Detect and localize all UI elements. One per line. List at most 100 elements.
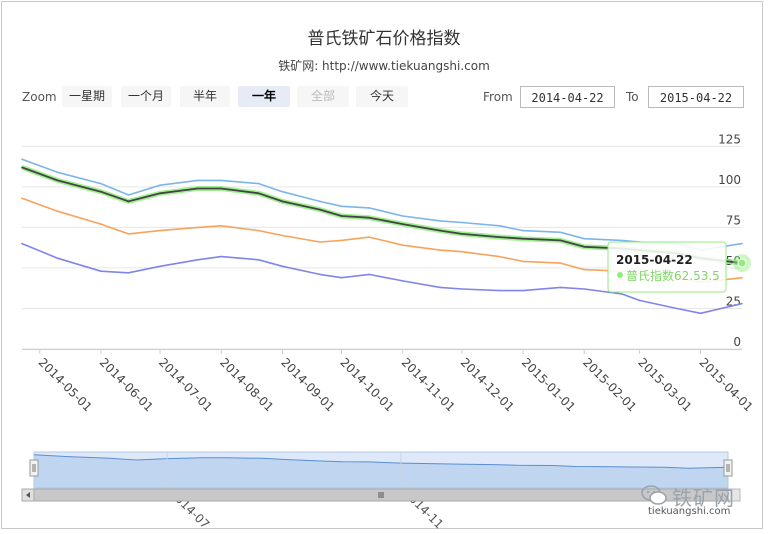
data-point-0-1 [56, 171, 59, 174]
x-tick-label: 2014-12-01 [458, 355, 517, 414]
data-point-1-0 [21, 166, 23, 169]
from-label: From [483, 90, 513, 104]
arrow-left-icon [26, 492, 30, 498]
data-point-0-5 [196, 179, 199, 182]
zoom-button-month[interactable]: 一个月 [121, 86, 171, 107]
x-tick-label: 2014-07-01 [156, 355, 215, 414]
tooltip-value: 62.53.5 [674, 269, 720, 283]
to-date-input[interactable]: 2015-04-22 [648, 86, 744, 108]
data-point-3-15 [498, 289, 501, 292]
data-point-1-6 [220, 187, 222, 190]
to-label: To [626, 90, 639, 104]
zoom-label: Zoom [22, 90, 57, 104]
tooltip: 2015-04-22 普氏指数 62.53.5 [607, 241, 727, 293]
data-point-0-8 [281, 190, 284, 193]
data-point-3-10 [340, 276, 343, 279]
data-point-2-9 [319, 241, 321, 243]
data-point-3-11 [368, 273, 371, 276]
data-point-2-10 [340, 239, 343, 242]
navigator-handle-left[interactable] [29, 459, 39, 477]
data-point-3-2 [100, 270, 102, 273]
data-point-1-15 [498, 236, 501, 238]
navigator-handle-right[interactable] [723, 459, 733, 477]
data-point-0-9 [319, 200, 321, 203]
data-point-0-23 [741, 242, 743, 245]
x-tick-label: 2014-09-01 [278, 355, 337, 414]
data-point-3-16 [522, 289, 524, 292]
data-point-1-12 [401, 223, 404, 225]
tooltip-series: 普氏指数 [626, 268, 674, 283]
data-point-0-17 [559, 231, 562, 234]
x-tick-label: 2015-04-01 [696, 355, 755, 414]
data-point-2-5 [196, 226, 199, 229]
data-point-3-21 [676, 307, 678, 310]
zoom-button-year[interactable]: 一年 [238, 86, 290, 107]
zoom-button-all[interactable]: 全部 [297, 86, 349, 107]
tooltip-marker [617, 272, 623, 278]
data-point-1-5 [196, 187, 199, 190]
data-point-2-2 [100, 223, 102, 225]
x-tick-label: 2015-01-01 [519, 355, 578, 414]
data-point-0-11 [368, 207, 371, 209]
data-point-1-3 [127, 200, 130, 203]
x-tick-label: 2014-05-01 [36, 355, 95, 414]
data-point-2-13 [439, 249, 442, 251]
data-point-2-16 [522, 260, 524, 263]
data-point-2-17 [559, 262, 562, 264]
data-point-0-10 [340, 205, 343, 208]
data-point-3-7 [257, 259, 260, 261]
data-point-2-23 [741, 276, 743, 279]
data-point-0-3 [127, 194, 130, 196]
data-point-0-2 [100, 182, 102, 185]
series-line-3 [21, 242, 743, 315]
data-point-2-6 [220, 225, 222, 227]
data-point-2-15 [498, 255, 501, 258]
data-point-3-0 [21, 242, 23, 245]
data-point-0-0 [21, 158, 23, 161]
x-tick-label: 2014-10-01 [337, 355, 396, 414]
data-point-3-18 [583, 288, 585, 290]
data-point-0-14 [461, 221, 463, 224]
zoom-button-half-year[interactable]: 半年 [180, 86, 230, 107]
data-point-2-8 [281, 234, 284, 237]
data-point-1-13 [439, 229, 442, 232]
data-point-3-23 [741, 302, 743, 305]
data-point-3-19 [620, 293, 623, 295]
data-point-0-7 [257, 182, 260, 185]
data-point-1-16 [522, 237, 524, 240]
x-axis-labels: 2014-05-01 2014-06-01 2014-07-01 2014-08-01… [36, 349, 756, 414]
data-point-1-9 [319, 208, 321, 211]
data-point-3-20 [638, 299, 641, 302]
data-point-1-18 [583, 246, 585, 248]
zoom-button-week[interactable]: 一星期 [62, 86, 112, 107]
data-point-2-14 [461, 250, 463, 253]
data-point-3-9 [319, 273, 321, 276]
data-point-0-12 [401, 215, 404, 217]
navigator-area [34, 454, 728, 488]
data-point-2-1 [56, 210, 59, 212]
data-point-3-17 [559, 286, 562, 289]
data-point-3-12 [401, 280, 404, 282]
x-tick-label: 2014-11-01 [399, 355, 458, 414]
from-date-input[interactable]: 2014-04-22 [520, 86, 615, 108]
chart-title: 普氏铁矿石价格指数 [307, 29, 461, 49]
tooltip-date: 2015-04-22 [616, 253, 693, 267]
zoom-button-today[interactable]: 今天 [356, 86, 408, 107]
data-point-0-15 [498, 225, 501, 227]
data-point-3-8 [281, 265, 284, 268]
data-point-0-6 [220, 179, 222, 182]
data-point-0-19 [620, 239, 623, 242]
data-point-3-1 [56, 257, 59, 260]
y-tick-label: 125 [718, 132, 741, 146]
hover-marker [737, 258, 747, 268]
data-point-0-16 [522, 229, 524, 232]
data-point-3-14 [461, 288, 463, 290]
wechat-icon [641, 485, 667, 505]
navigator[interactable]: 2014-07 2014-11 [21, 451, 741, 532]
x-tick-label: 2014-06-01 [97, 355, 156, 414]
data-point-1-8 [281, 200, 284, 203]
data-point-1-2 [100, 190, 102, 193]
data-point-3-5 [196, 259, 199, 261]
data-point-1-14 [461, 233, 463, 235]
